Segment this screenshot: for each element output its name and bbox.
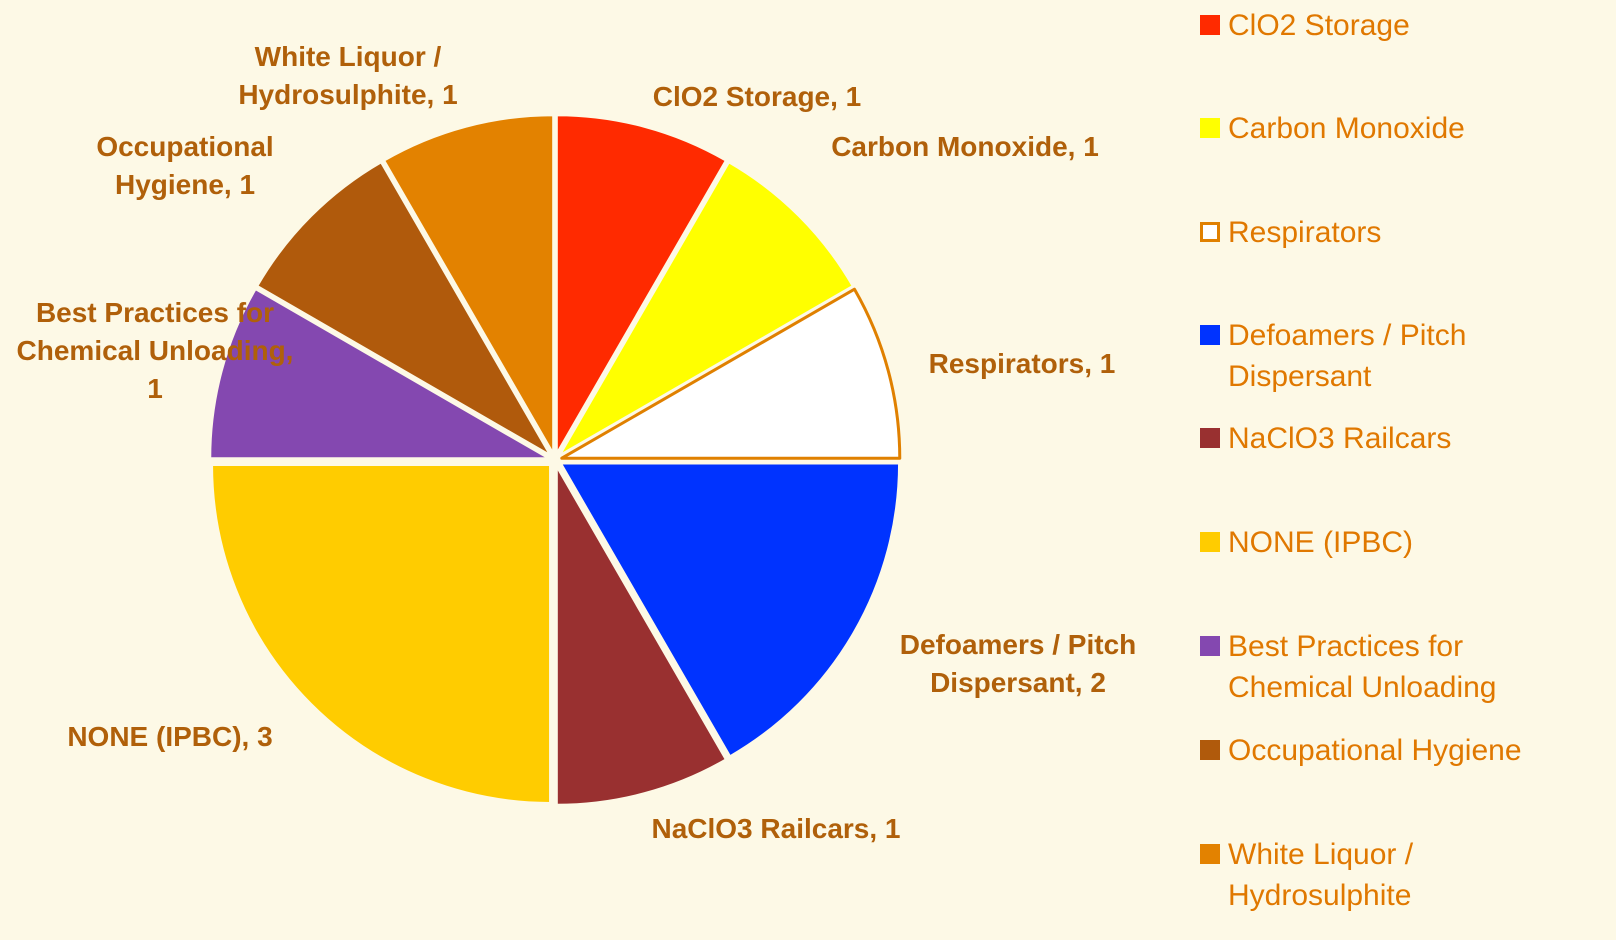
pie-slice xyxy=(555,114,727,455)
pie-slice xyxy=(383,114,555,455)
legend-label: NaClO3 Railcars xyxy=(1228,422,1452,455)
legend-swatch xyxy=(1200,325,1220,345)
data-label: ClO2 Storage, 1 xyxy=(652,81,862,112)
data-label: Carbon Monoxide, 1 xyxy=(831,131,1099,162)
legend-swatch xyxy=(1200,740,1220,760)
legend-label: ClO2 Storage xyxy=(1228,9,1410,42)
legend-label: Carbon Monoxide xyxy=(1228,112,1465,145)
data-label: Respirators, 1 xyxy=(928,348,1116,379)
legend-label: Occupational Hygiene xyxy=(1228,734,1522,767)
pie-slice xyxy=(558,161,854,457)
legend-swatch xyxy=(1200,844,1220,864)
pie-slice xyxy=(555,465,727,806)
legend-swatch xyxy=(1200,532,1220,552)
data-label: Occupational Hygiene, 1 xyxy=(96,131,274,200)
legend-label: Respirators xyxy=(1228,216,1382,249)
legend-swatch xyxy=(1200,428,1220,448)
legend-swatch xyxy=(1200,118,1220,138)
data-label: White Liquor / Hydrosulphite, 1 xyxy=(238,41,458,110)
pie-slice xyxy=(256,161,552,457)
legend-label: Defoamers / Pitch Dispersant xyxy=(1228,319,1467,393)
pie-slice xyxy=(560,287,902,460)
data-label: Best Practices for Chemical Unloading, 1 xyxy=(16,297,294,404)
pie-slice xyxy=(209,288,550,460)
pie-slice xyxy=(211,463,552,804)
data-label: NONE (IPBC), 3 xyxy=(67,721,273,752)
legend-label: Best Practices for Chemical Unloading xyxy=(1228,630,1497,704)
legend-label: NONE (IPBC) xyxy=(1228,526,1414,559)
legend-swatch xyxy=(1200,15,1220,35)
data-label: Defoamers / Pitch Dispersant, 2 xyxy=(899,629,1137,698)
legend-swatch xyxy=(1200,636,1220,656)
legend-swatch xyxy=(1200,222,1220,242)
pie-slice xyxy=(560,462,901,758)
data-label: NaClO3 Railcars, 1 xyxy=(651,813,901,844)
legend-label: White Liquor / Hydrosulphite xyxy=(1228,838,1414,912)
